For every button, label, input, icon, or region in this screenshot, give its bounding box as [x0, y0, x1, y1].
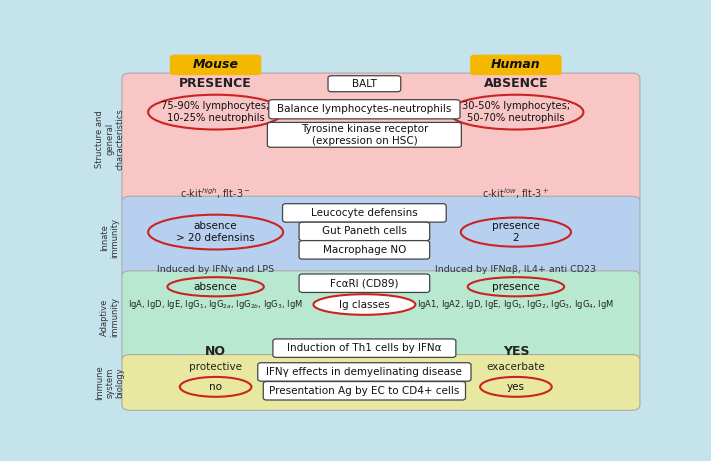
Text: 75-90% lymphocytes;
10-25% neutrophils: 75-90% lymphocytes; 10-25% neutrophils: [161, 101, 269, 123]
Text: Induced by IFNγ and LPS: Induced by IFNγ and LPS: [157, 265, 274, 274]
Text: Mouse: Mouse: [193, 59, 239, 71]
Text: protective: protective: [189, 362, 242, 372]
Text: IgA1, IgA2, IgD, IgE, IgG$_1$, IgG$_2$, IgG$_3$, IgG$_4$, IgM: IgA1, IgA2, IgD, IgE, IgG$_1$, IgG$_2$, …: [417, 298, 614, 311]
FancyBboxPatch shape: [122, 73, 640, 204]
FancyBboxPatch shape: [273, 339, 456, 357]
Text: presence
2: presence 2: [492, 221, 540, 243]
Text: IgA, IgD, IgE, IgG$_1$, IgG$_{2a}$, IgG$_{2b}$, IgG$_3$, IgM: IgA, IgD, IgE, IgG$_1$, IgG$_{2a}$, IgG$…: [128, 298, 303, 311]
Text: no: no: [209, 382, 222, 392]
Text: PRESENCE: PRESENCE: [179, 77, 252, 90]
Ellipse shape: [314, 294, 415, 315]
Text: Gut Paneth cells: Gut Paneth cells: [322, 226, 407, 236]
Text: BALT: BALT: [352, 79, 377, 89]
FancyBboxPatch shape: [122, 196, 640, 279]
Text: Innate
immunity: Innate immunity: [100, 218, 119, 258]
Text: Tyrosine kinase receptor
(expression on HSC): Tyrosine kinase receptor (expression on …: [301, 124, 428, 146]
Text: Induced by IFNαβ, IL4+ anti CD23: Induced by IFNαβ, IL4+ anti CD23: [435, 265, 597, 274]
Text: Adaptive
immunity: Adaptive immunity: [100, 297, 119, 337]
Text: 30-50% lymphocytes;
50-70% neutrophils: 30-50% lymphocytes; 50-70% neutrophils: [462, 101, 570, 123]
FancyBboxPatch shape: [269, 100, 460, 119]
Text: FcαRI (CD89): FcαRI (CD89): [330, 278, 399, 288]
FancyBboxPatch shape: [299, 274, 429, 292]
FancyBboxPatch shape: [282, 204, 447, 222]
Text: Leucocyte defensins: Leucocyte defensins: [311, 208, 418, 218]
FancyBboxPatch shape: [263, 382, 466, 400]
FancyBboxPatch shape: [122, 355, 640, 410]
Text: Balance lymphocytes-neutrophils: Balance lymphocytes-neutrophils: [277, 104, 451, 114]
Text: absence: absence: [194, 282, 237, 292]
Text: Macrophage NO: Macrophage NO: [323, 245, 406, 255]
Text: Immune
system
biology: Immune system biology: [95, 365, 124, 400]
Text: yes: yes: [507, 382, 525, 392]
Text: Human: Human: [491, 59, 541, 71]
Text: Presentation Ag by EC to CD4+ cells: Presentation Ag by EC to CD4+ cells: [269, 386, 459, 396]
Text: Structure and
general
characteristics: Structure and general characteristics: [95, 108, 124, 170]
FancyBboxPatch shape: [267, 123, 461, 147]
Text: absence
> 20 defensins: absence > 20 defensins: [176, 221, 255, 243]
FancyBboxPatch shape: [299, 241, 429, 259]
FancyBboxPatch shape: [299, 222, 429, 241]
Text: c-kit$^{low}$, flt-3$^+$: c-kit$^{low}$, flt-3$^+$: [482, 186, 550, 201]
Text: ABSENCE: ABSENCE: [483, 77, 548, 90]
Text: YES: YES: [503, 345, 529, 358]
Text: presence: presence: [492, 282, 540, 292]
FancyBboxPatch shape: [122, 271, 640, 363]
Text: IFNγ effects in demyelinating disease: IFNγ effects in demyelinating disease: [267, 367, 462, 377]
Text: c-kit$^{high}$, flt-3$^-$: c-kit$^{high}$, flt-3$^-$: [181, 186, 251, 201]
Text: Induction of Th1 cells by IFNα: Induction of Th1 cells by IFNα: [287, 343, 442, 353]
Text: NO: NO: [205, 345, 226, 358]
FancyBboxPatch shape: [170, 54, 262, 75]
Text: Ig classes: Ig classes: [339, 300, 390, 309]
Text: exacerbate: exacerbate: [486, 362, 545, 372]
FancyBboxPatch shape: [328, 76, 401, 92]
FancyBboxPatch shape: [470, 54, 562, 75]
FancyBboxPatch shape: [258, 363, 471, 381]
